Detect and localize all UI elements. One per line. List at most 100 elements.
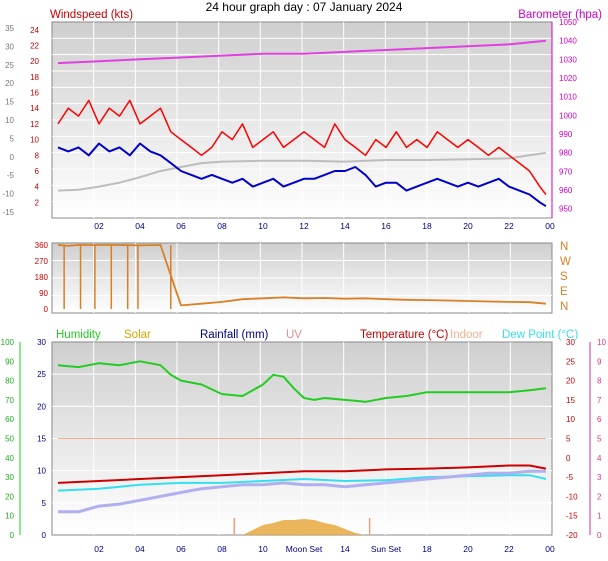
outer-tick-label: 15 [5, 98, 14, 107]
baro-tick-label: 1030 [559, 55, 577, 64]
uv-tick-label: 8 [597, 377, 602, 386]
uv-tick-label: 1 [597, 512, 602, 521]
wind-tick-label: 14 [30, 104, 39, 113]
compass-label: E [560, 286, 568, 298]
x-tick-label-bottom: 22 [504, 544, 514, 554]
x-tick-label: 20 [463, 221, 473, 231]
humidity-tick-label: 30 [5, 473, 14, 482]
windspeed-axis-label: Windspeed (kts) [50, 9, 133, 21]
humidity-tick-label: 50 [5, 435, 14, 444]
direction-tick-label: 0 [44, 305, 49, 314]
page-title: 24 hour graph day : 07 January 2024 [205, 0, 403, 14]
legend-dew-point-c-: Dew Point (°C) [502, 329, 578, 341]
x-tick-label-bottom: 08 [217, 544, 227, 554]
legend-rainfall-mm-: Rainfall (mm) [200, 329, 269, 341]
compass-label: W [560, 256, 571, 268]
humidity-tick-label: 100 [1, 338, 15, 347]
outer-tick-label: 30 [5, 42, 14, 51]
humidity-tick-label: 60 [5, 415, 14, 424]
uv-tick-label: 3 [597, 473, 602, 482]
rainfall-tick-label: 5 [42, 499, 47, 508]
rainfall-tick-label: 15 [37, 435, 46, 444]
wind-tick-label: 12 [30, 120, 39, 129]
legend-uv: UV [286, 329, 302, 341]
x-tick-label-bottom: 00 [545, 544, 555, 554]
uv-tick-label: 0 [597, 531, 602, 540]
humidity-tick-label: 0 [10, 531, 15, 540]
wind-tick-label: 24 [30, 26, 39, 35]
wind-tick-label: 18 [30, 73, 39, 82]
uv-tick-label: 7 [597, 396, 602, 405]
baro-tick-label: 950 [559, 205, 573, 214]
wind-tick-label: 20 [30, 57, 39, 66]
series-solar [222, 519, 366, 535]
x-tick-label: 10 [258, 221, 268, 231]
direction-tick-label: 360 [35, 241, 49, 250]
x-tick-label-bottom: 18 [422, 544, 432, 554]
x-tick-label: 14 [340, 221, 350, 231]
series-wind_avg [57, 142, 547, 208]
x-tick-label: 00 [545, 221, 555, 231]
compass-label: N [560, 301, 568, 313]
temperature-tick-label: -15 [566, 512, 578, 521]
x-tick-label-bottom: Moon Set [286, 544, 323, 554]
x-tick-label: 04 [135, 221, 145, 231]
uv-tick-label: 5 [597, 435, 602, 444]
rainfall-tick-label: 30 [37, 338, 46, 347]
rainfall-tick-label: 25 [37, 370, 46, 379]
rainfall-tick-label: 20 [37, 402, 46, 411]
baro-tick-label: 1040 [559, 37, 577, 46]
x-tick-label: 16 [381, 221, 391, 231]
direction-tick-label: 270 [35, 257, 49, 266]
x-tick-label-bottom: 10 [258, 544, 268, 554]
series-humidity [57, 360, 547, 403]
series-direction [57, 244, 546, 307]
temperature-tick-label: 25 [566, 357, 575, 366]
series-rain_series [58, 469, 546, 514]
temperature-tick-label: -20 [566, 531, 578, 540]
outer-tick-label: 0 [10, 153, 15, 162]
legend-indoor: Indoor [450, 329, 483, 341]
wind-tick-label: 8 [35, 151, 40, 160]
temperature-tick-label: 5 [566, 435, 571, 444]
baro-tick-label: 1020 [559, 74, 577, 83]
humidity-tick-label: 20 [5, 492, 14, 501]
compass-label: S [560, 271, 568, 283]
legend-solar: Solar [124, 329, 151, 341]
x-tick-label-bottom: 02 [94, 544, 104, 554]
temperature-tick-label: -10 [566, 492, 578, 501]
temperature-tick-label: 10 [566, 415, 575, 424]
baro-tick-label: 960 [559, 186, 573, 195]
legend-temperature-c-: Temperature (°C) [360, 329, 448, 341]
outer-tick-label: 25 [5, 61, 14, 70]
outer-tick-label: 35 [5, 24, 14, 33]
temperature-tick-label: 30 [566, 338, 575, 347]
barometer-axis-label: Barometer (hpa) [518, 9, 602, 21]
x-tick-label-bottom: 06 [176, 544, 186, 554]
temperature-tick-label: -5 [566, 473, 574, 482]
temperature-tick-label: 15 [566, 396, 575, 405]
x-tick-label: 22 [504, 221, 514, 231]
uv-tick-label: 2 [597, 492, 602, 501]
baro-tick-label: 1050 [559, 18, 577, 27]
direction-tick-label: 180 [35, 273, 49, 282]
baro-tick-label: 970 [559, 167, 573, 176]
uv-tick-label: 9 [597, 357, 602, 366]
wind-tick-label: 6 [35, 167, 40, 176]
outer-tick-label: 5 [10, 134, 15, 143]
temperature-tick-label: 20 [566, 377, 575, 386]
baro-tick-label: 1010 [559, 93, 577, 102]
direction-tick-label: 90 [39, 289, 48, 298]
series-dewpoint [57, 474, 547, 492]
x-tick-label-bottom: Sun Set [371, 544, 402, 554]
humidity-tick-label: 10 [5, 512, 14, 521]
x-tick-label: 08 [217, 221, 227, 231]
x-tick-label: 02 [94, 221, 104, 231]
wind-tick-label: 16 [30, 89, 39, 98]
uv-tick-label: 4 [597, 454, 602, 463]
outer-tick-label: 10 [5, 116, 14, 125]
humidity-tick-label: 40 [5, 454, 14, 463]
temperature-tick-label: 0 [566, 454, 571, 463]
uv-tick-label: 10 [597, 338, 606, 347]
baro-tick-label: 980 [559, 149, 573, 158]
